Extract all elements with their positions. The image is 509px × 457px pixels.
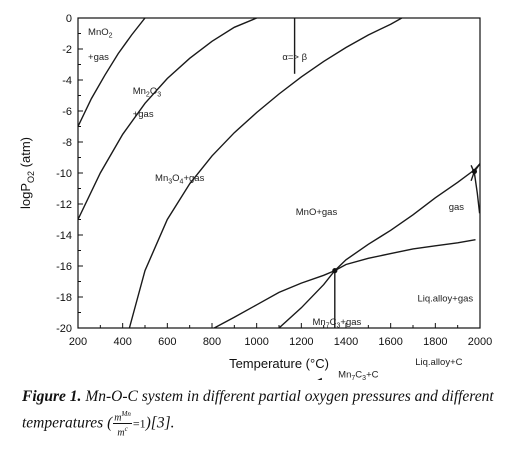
figure-caption: Figure 1. Mn-O-C system in different par…	[22, 384, 502, 439]
caption-tail: )[3].	[145, 414, 175, 432]
region-label: gas	[449, 202, 465, 213]
region-label-subscript: 3	[157, 91, 161, 98]
caption-frac-den-sup: c	[124, 425, 128, 434]
y-tick-label: -14	[56, 230, 72, 242]
region-label-part: Mn	[338, 370, 351, 380]
region-label-subscript: 2	[146, 91, 150, 98]
region-label-subscript: 4	[180, 178, 184, 185]
region-label-part: O	[150, 86, 157, 97]
y-tick-label: -12	[56, 199, 72, 211]
y-tick-label: -2	[62, 44, 72, 56]
intersection-point	[471, 168, 478, 175]
y-tick-label: -6	[62, 106, 72, 118]
region-label-part: +gas	[183, 173, 204, 184]
x-tick-label: 1000	[244, 336, 268, 348]
region-label: Liq.alloy+C	[415, 357, 462, 368]
region-label-part: +gas	[340, 317, 361, 328]
region-label-part: +gas	[88, 52, 109, 63]
y-axis-title-main: logP	[18, 183, 33, 209]
region-label-part: MnO+gas	[296, 207, 338, 218]
axis-ticks: 200 400 600 800 1000 1200 1400 1600 1800 2000 0 -2 -…	[56, 13, 492, 348]
phase-boundary-2	[78, 18, 257, 220]
region-label-subscript: 3	[336, 322, 340, 329]
x-tick-label: 200	[69, 336, 87, 348]
plot-frame	[77, 17, 481, 329]
x-tick-label: 600	[158, 336, 176, 348]
caption-equals: =1	[132, 416, 146, 431]
y-tick-label: -4	[62, 75, 72, 87]
y-tick-label: -18	[56, 292, 72, 304]
caption-text: Mn-O-C system in different partial oxyge…	[22, 388, 494, 432]
region-label-subscript: 7	[351, 375, 355, 380]
region-label: Mn7C3+C	[338, 370, 378, 380]
region-label: +gas	[133, 109, 154, 120]
intersection-point	[332, 268, 338, 274]
region-label: Mn2O3	[133, 86, 162, 99]
plot-lines	[78, 18, 480, 328]
caption-frac-den: m	[117, 427, 125, 439]
x-tick-label: 1400	[334, 336, 358, 348]
region-label-part: gas	[449, 202, 465, 213]
y-tick-label: -16	[56, 261, 72, 273]
phase-diagram-figure: 200 400 600 800 1000 1200 1400 1600 1800 2000 0 -2 -…	[18, 13, 492, 380]
x-tick-label: 2000	[468, 336, 492, 348]
region-label: Liq.alloy+gas	[417, 294, 473, 305]
x-tick-label: 1200	[289, 336, 313, 348]
phase-diagram-chart: 200 400 600 800 1000 1200 1400 1600 1800 2000 0 -2 -…	[18, 13, 492, 380]
phase-boundary-8	[470, 163, 480, 182]
region-label: MnO2	[88, 27, 113, 40]
region-label-subscript: 7	[326, 322, 330, 329]
region-label: MnO+gas	[296, 207, 338, 218]
region-label: +gas	[88, 52, 109, 63]
y-tick-label: -8	[62, 137, 72, 149]
caption-frac-num: m	[114, 412, 122, 424]
phase-boundary-5	[213, 239, 476, 328]
phase-boundary-1	[78, 18, 146, 127]
region-label-subscript: 3	[168, 178, 172, 185]
y-tick-label: 0	[66, 13, 72, 25]
region-label-subscript: 2	[109, 33, 113, 40]
phase-boundary-9	[470, 165, 480, 214]
region-label-part: +C	[366, 370, 379, 380]
caption-fraction: mMn mc	[113, 409, 132, 439]
y-tick-label: -10	[56, 168, 72, 180]
phase-boundary-3	[128, 18, 403, 328]
y-axis-title-unit: (atm)	[18, 137, 33, 171]
phase-boundary-6	[278, 163, 480, 328]
region-label: α=> β	[282, 52, 307, 63]
caption-label: Figure 1.	[22, 388, 82, 405]
region-label-part: Mn	[155, 173, 168, 184]
x-tick-label: 1600	[378, 336, 402, 348]
region-label-part: α=> β	[282, 52, 307, 63]
region-label-part: +gas	[133, 109, 154, 120]
y-axis-title: logPO2 (atm)	[18, 137, 36, 209]
region-label-part: MnO	[88, 27, 109, 38]
region-label-subscript: 3	[362, 375, 366, 380]
y-axis-title-sub: O2	[26, 171, 36, 183]
region-label-part: C	[355, 370, 362, 380]
region-label-part: Mn	[313, 317, 326, 328]
region-label-part: Liq.alloy+gas	[417, 294, 473, 305]
y-tick-label: -20	[56, 323, 72, 335]
region-label-part: C	[330, 317, 337, 328]
pointer-arrow-head	[317, 377, 322, 380]
region-label-part: Liq.alloy+C	[415, 357, 462, 368]
region-label: Mn7C3+gas	[313, 317, 362, 330]
x-tick-label: 800	[203, 336, 221, 348]
caption-frac-num-sup: Mn	[121, 410, 131, 418]
region-label-part: Mn	[133, 86, 146, 97]
x-tick-label: 400	[113, 336, 131, 348]
x-tick-label: 1800	[423, 336, 447, 348]
region-label: Mn3O4+gas	[155, 173, 205, 186]
region-label-part: O	[172, 173, 179, 184]
x-axis-title: Temperature (°C)	[229, 356, 329, 371]
